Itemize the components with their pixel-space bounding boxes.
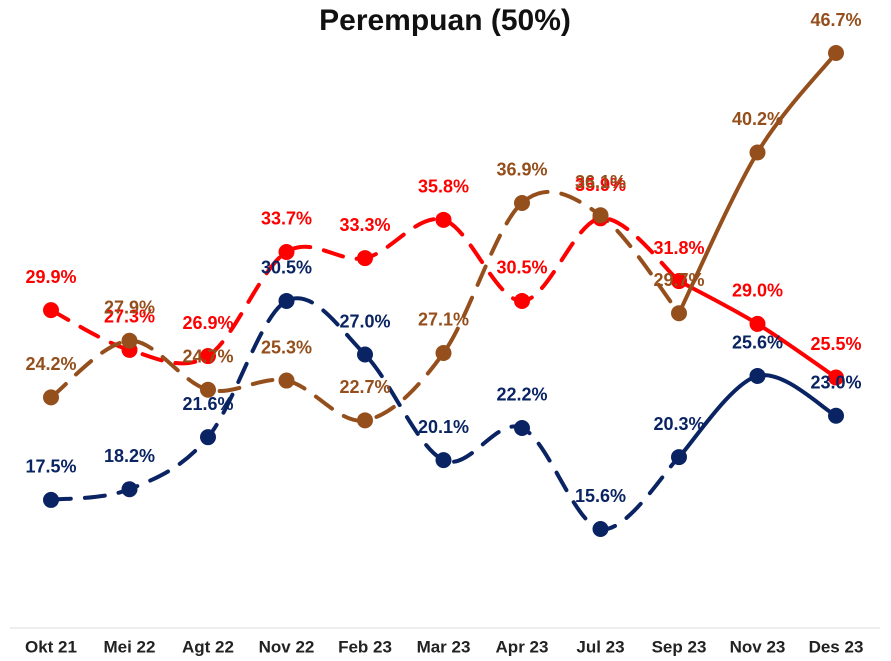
data-label: 27.1%: [418, 310, 469, 330]
data-label: 22.2%: [496, 385, 547, 405]
data-point: [749, 367, 766, 384]
chart-title: Perempuan (50%): [319, 4, 571, 37]
x-tick-label: Nov 23: [730, 637, 786, 656]
data-label: 35.9%: [575, 175, 626, 195]
x-tick-label: Nov 22: [259, 637, 315, 656]
data-label: 29.0%: [732, 281, 783, 301]
x-tick-label: Mei 22: [104, 637, 156, 656]
x-tick-label: Sep 23: [652, 637, 707, 656]
series-line: [49, 190, 681, 423]
data-label: 17.5%: [25, 457, 76, 477]
data-point: [828, 369, 844, 386]
data-point: [749, 315, 766, 332]
data-point: [43, 491, 59, 508]
x-tick-label: Feb 23: [338, 637, 392, 656]
x-tick-label: Okt 21: [25, 637, 77, 656]
data-point: [278, 243, 295, 260]
x-tick-label: Des 23: [809, 637, 864, 656]
x-tick-label: Apr 23: [496, 637, 549, 656]
data-label: 21.6%: [182, 394, 233, 414]
data-point: [592, 521, 609, 537]
x-tick-label: Jul 23: [576, 637, 624, 656]
data-label: 31.8%: [653, 238, 704, 258]
data-label: 24.7%: [182, 346, 233, 366]
data-point: [200, 381, 216, 398]
data-label: 27.0%: [339, 311, 390, 331]
data-point: [671, 273, 687, 290]
data-point: [357, 412, 373, 429]
data-label: 36.1%: [575, 172, 626, 192]
data-label: 35.8%: [418, 177, 469, 197]
data-label: 18.2%: [104, 446, 155, 466]
data-point: [749, 144, 766, 161]
data-point: [514, 194, 530, 211]
data-point: [828, 45, 844, 61]
data-point: [357, 346, 373, 363]
data-label: 30.5%: [261, 258, 312, 278]
data-label: 25.6%: [732, 333, 783, 353]
data-point: [43, 389, 59, 406]
data-label: 25.3%: [261, 337, 312, 357]
data-point: [671, 449, 687, 466]
data-point: [435, 211, 452, 228]
data-label: 15.6%: [575, 486, 626, 506]
data-label: 40.2%: [732, 109, 783, 129]
series-line: [49, 296, 681, 532]
data-point: [671, 305, 687, 322]
data-label: 27.3%: [104, 307, 155, 327]
data-point: [200, 348, 216, 365]
data-point: [435, 344, 452, 361]
data-point: [43, 302, 59, 319]
series-line: [49, 216, 681, 366]
x-tick-label: Agt 22: [182, 637, 234, 656]
data-label: 29.7%: [653, 270, 704, 290]
data-label: 46.7%: [810, 10, 861, 30]
data-point: [278, 292, 295, 309]
data-point: [121, 332, 138, 349]
data-label: 36.9%: [496, 160, 547, 180]
data-point: [514, 292, 530, 309]
data-label: 27.9%: [104, 297, 155, 317]
data-label: 20.3%: [653, 414, 704, 434]
data-point: [435, 452, 452, 469]
data-point: [278, 372, 295, 389]
data-label: 33.7%: [261, 209, 312, 229]
data-label: 22.7%: [339, 377, 390, 397]
data-label: 29.9%: [25, 267, 76, 287]
data-point: [200, 429, 216, 446]
data-label: 33.3%: [339, 215, 390, 235]
data-point: [828, 407, 844, 424]
data-label: 25.5%: [810, 334, 861, 354]
x-tick-label: Mar 23: [417, 637, 471, 656]
data-point: [592, 207, 609, 224]
data-label: 26.9%: [182, 313, 233, 333]
data-point: [514, 419, 530, 436]
data-label: 30.5%: [496, 258, 547, 278]
data-label: 20.1%: [418, 417, 469, 437]
data-label: 24.2%: [25, 354, 76, 374]
data-point: [357, 250, 373, 267]
data-point: [121, 481, 138, 498]
data-label: 23.0%: [810, 372, 861, 392]
